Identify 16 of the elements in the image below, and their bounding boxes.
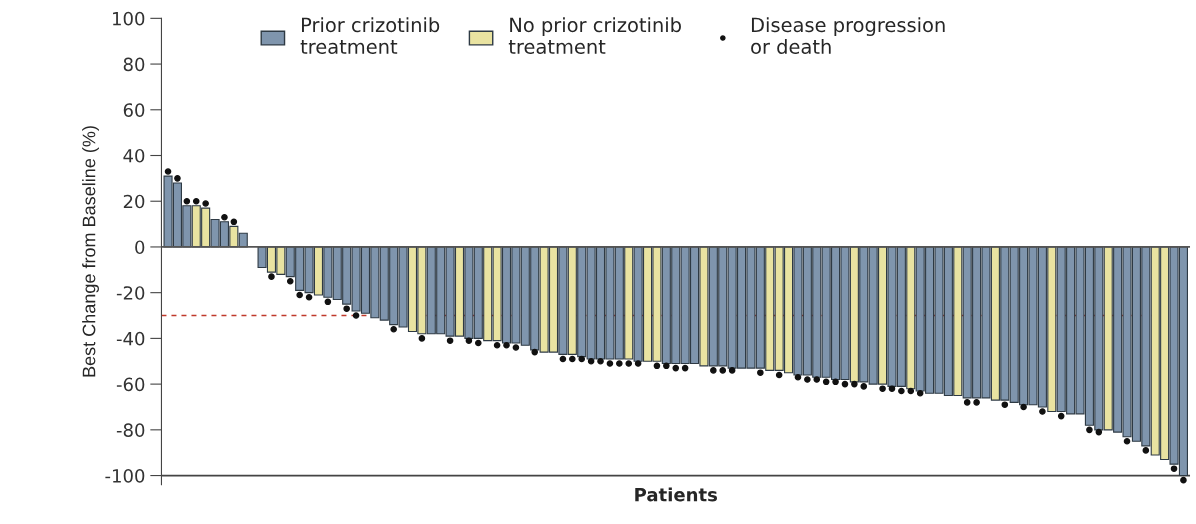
y-tick-label: -80 bbox=[116, 423, 145, 437]
legend-label: No prior crizotinib treatment bbox=[508, 17, 681, 55]
y-tick-label: 60 bbox=[123, 103, 145, 117]
y-axis-title: Best Change from Baseline (%) bbox=[82, 126, 99, 377]
y-tick-label: -100 bbox=[105, 469, 145, 483]
legend-label: Disease progression or death bbox=[751, 17, 945, 55]
y-tick-label: 80 bbox=[123, 57, 145, 72]
y-tick-label: 20 bbox=[123, 194, 145, 209]
y-tick-label: -20 bbox=[116, 286, 145, 300]
y-tick-label: -40 bbox=[116, 331, 145, 346]
y-tick-label: 100 bbox=[113, 11, 145, 26]
x-axis-title: Patients bbox=[635, 487, 717, 502]
y-tick-label: 40 bbox=[123, 148, 145, 163]
y-tick-label: 0 bbox=[135, 240, 145, 255]
y-tick-label: -60 bbox=[116, 377, 145, 392]
legend-label: Prior crizotinib treatment bbox=[300, 17, 440, 55]
